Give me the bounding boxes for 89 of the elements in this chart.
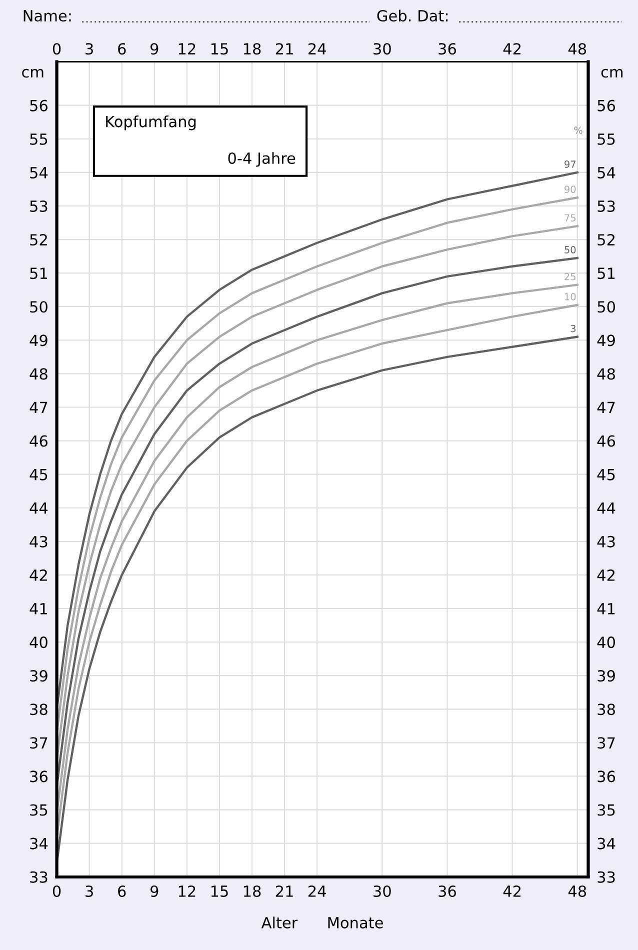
text: 0-4 Jahre xyxy=(228,152,296,167)
y-tick-label: 44 xyxy=(30,502,48,514)
x-tick-label: 18 xyxy=(244,43,261,55)
y-tick-label: 56 xyxy=(30,100,48,112)
text: Geb. Dat: xyxy=(377,10,448,22)
series-label: 75 xyxy=(564,214,576,222)
x2-tick-label: 24 xyxy=(308,885,326,897)
x-tick-label: 3 xyxy=(86,43,93,55)
x-tick-label: 48 xyxy=(568,43,586,55)
x-tick-label: 6 xyxy=(118,43,126,55)
series-label: 90 xyxy=(564,186,576,194)
x2-tick-label: 18 xyxy=(244,885,261,898)
y-axis-title: cm xyxy=(22,68,44,78)
x2-tick-label: 6 xyxy=(118,885,126,898)
x2-tick-label: 21 xyxy=(276,885,293,897)
series-label: 50 xyxy=(564,246,576,254)
y2-tick-label: 52 xyxy=(598,234,614,246)
annotation: % xyxy=(574,126,582,134)
x-tick-label: 12 xyxy=(178,43,196,54)
y-tick-label: 43 xyxy=(30,536,48,548)
y-tick-label: 45 xyxy=(30,468,48,480)
y2-axis-title: cm xyxy=(601,68,622,78)
x2-tick-label: 36 xyxy=(438,885,456,898)
x-tick-label: 21 xyxy=(276,43,293,54)
y-tick-label: 50 xyxy=(30,301,48,313)
x2-tick-label: 0 xyxy=(52,885,61,898)
y2-tick-label: 42 xyxy=(597,569,614,581)
x2-tick-label: 12 xyxy=(178,885,196,897)
y-tick-label: 39 xyxy=(30,670,48,682)
y2-tick-label: 36 xyxy=(598,770,616,782)
y2-tick-label: 38 xyxy=(598,704,615,716)
x-tick-label: 36 xyxy=(438,43,456,55)
x-tick-label: 42 xyxy=(503,43,521,54)
y2-tick-label: 51 xyxy=(598,268,615,280)
y2-tick-label: 33 xyxy=(598,871,615,883)
x2-tick-label: 48 xyxy=(568,885,586,898)
x-tick-label: 30 xyxy=(374,43,391,55)
y-tick-label: 53 xyxy=(30,200,48,212)
y2-tick-label: 41 xyxy=(597,603,615,614)
y-tick-label: 42 xyxy=(30,569,47,581)
y2-tick-label: 39 xyxy=(598,670,615,682)
y2-tick-label: 37 xyxy=(598,737,615,749)
x-tick-label: 0 xyxy=(52,43,61,55)
y-tick-label: 48 xyxy=(30,368,48,380)
y2-tick-label: 48 xyxy=(597,368,615,380)
y2-tick-label: 46 xyxy=(597,435,616,447)
y2-tick-label: 47 xyxy=(597,402,615,414)
y2-tick-label: 54 xyxy=(598,167,616,178)
y-tick-label: 54 xyxy=(30,167,48,178)
y-tick-label: 49 xyxy=(30,334,48,346)
y-tick-label: 52 xyxy=(30,234,47,246)
y2-tick-label: 43 xyxy=(597,536,615,548)
series-label: 25 xyxy=(564,272,576,280)
y2-tick-label: 56 xyxy=(598,100,616,112)
y-tick-label: 35 xyxy=(30,804,48,816)
x2-tick-label: 3 xyxy=(86,885,93,898)
x-tick-label: 9 xyxy=(150,43,158,55)
y-tick-label: 41 xyxy=(30,603,48,614)
y-tick-label: 46 xyxy=(30,435,48,447)
y2-tick-label: 55 xyxy=(598,134,615,145)
text: Name: xyxy=(24,10,71,22)
y2-tick-label: 53 xyxy=(598,200,615,212)
y2-tick-label: 35 xyxy=(598,804,615,816)
y2-tick-label: 49 xyxy=(597,334,615,346)
text: Kopfumfang xyxy=(106,115,196,130)
y-tick-label: 40 xyxy=(30,636,48,648)
x2-tick-label: 42 xyxy=(503,885,521,897)
y-tick-label: 47 xyxy=(30,402,48,414)
y-tick-label: 36 xyxy=(30,770,48,782)
x-tick-label: 24 xyxy=(308,43,326,54)
x2-tick-label: 30 xyxy=(374,885,391,898)
series-label: 10 xyxy=(565,293,576,300)
series-label: 3 xyxy=(570,324,576,332)
series-label: 97 xyxy=(564,160,576,168)
x-tick-label: 15 xyxy=(211,43,228,55)
x-axis-title: Alter Monate xyxy=(261,916,383,928)
y-tick-label: 34 xyxy=(30,838,48,850)
x2-tick-label: 9 xyxy=(150,885,158,898)
y2-tick-label: 45 xyxy=(597,468,615,480)
y-tick-label: 33 xyxy=(30,871,48,883)
y2-tick-label: 50 xyxy=(598,301,615,313)
x2-tick-label: 15 xyxy=(211,886,228,898)
y-tick-label: 38 xyxy=(30,704,48,716)
y-tick-label: 55 xyxy=(30,134,48,145)
y2-tick-label: 34 xyxy=(598,838,616,850)
y-tick-label: 51 xyxy=(30,268,48,280)
y2-tick-label: 40 xyxy=(597,636,615,648)
y2-tick-label: 44 xyxy=(597,502,616,514)
y-tick-label: 37 xyxy=(30,737,48,749)
